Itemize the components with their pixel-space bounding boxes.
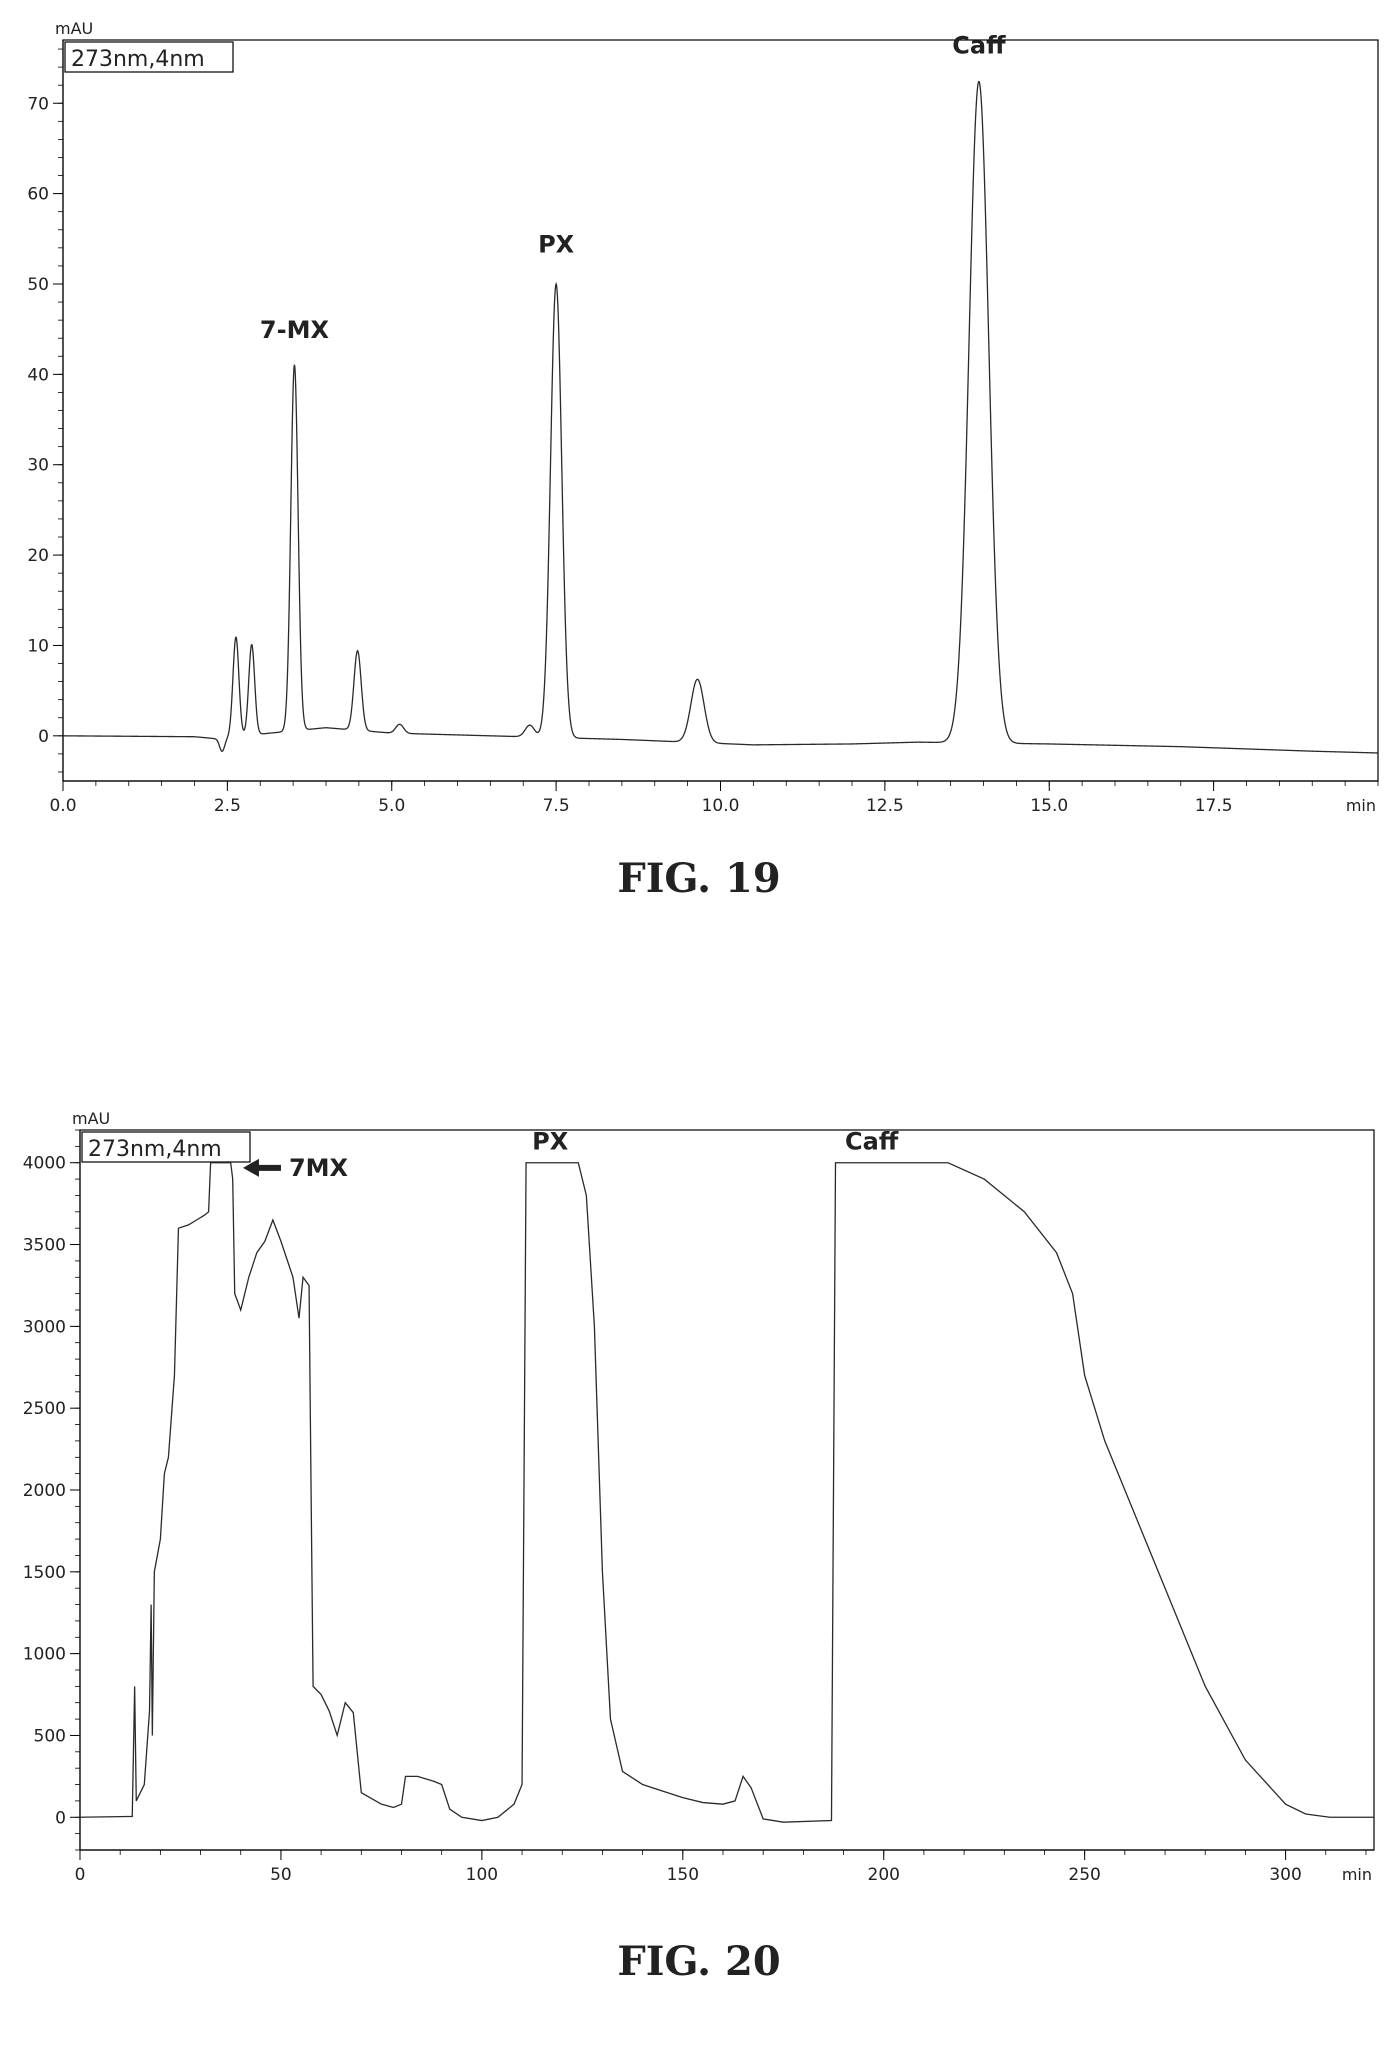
y-tick-label: 0 [55,1808,66,1828]
y-tick-label: 3500 [23,1236,66,1256]
x-tick-label: 100 [466,1865,498,1885]
y-tick-label: 4000 [23,1154,66,1174]
chromatogram-fig20: 0 50 100 150 200 250 3000500100015002000250030… [23,1109,1375,1885]
peak-label: 7MX [289,1154,349,1182]
wavelength-label: 273nm,4nm [71,47,205,72]
peak-label: PX [538,230,575,258]
y-axis-label: mAU [55,19,93,38]
y-tick-label: 1000 [23,1645,66,1665]
wavelength-label: 273nm,4nm [88,1137,222,1162]
x-tick-label: 2.5 [214,796,241,816]
x-tick-label: 150 [667,1865,699,1885]
signal-trace [79,1162,1374,1823]
x-tick-label: 7.5 [543,796,570,816]
plot-frame [62,39,1379,782]
signal-trace [63,81,1379,754]
y-tick-label: 2000 [23,1481,66,1501]
figure-caption: FIG. 19 [617,855,781,902]
peak-label: Caff [845,1128,899,1156]
peak-label: PX [532,1128,569,1156]
x-tick-label: 300 [1269,1865,1301,1885]
x-tick-label: 17.5 [1195,796,1233,816]
y-tick-label: 50 [27,275,49,295]
left-arrow-icon [242,1158,281,1177]
y-tick-label: 20 [27,546,49,566]
x-axis-label: min [1342,1865,1372,1884]
x-tick-label: 250 [1068,1865,1100,1885]
peak-label: 7-MX [260,316,330,344]
x-tick-label: 12.5 [866,796,904,816]
y-tick-label: 2500 [23,1399,66,1419]
figure-20: 0 50 100 150 200 250 300 0 500 1000 1500 2000 2500 30… [0,1100,1398,2005]
x-tick-label: 200 [868,1865,900,1885]
y-axis-label: mAU [72,1109,110,1128]
peak-label: Caff [952,32,1006,60]
y-tick-label: 40 [27,365,49,385]
x-tick-label: 0.0 [49,796,76,816]
y-tick-label: 70 [27,94,49,114]
y-tick-label: 10 [27,636,49,656]
plot-frame [79,1129,1375,1851]
y-tick-label: 3000 [23,1317,66,1337]
y-tick-label: 60 [27,185,49,205]
chromatogram-fig19: 0.0 2.5 5.0 7.5 10.0 12.5 15.0 17.5 0 10 20 30 40 50 6… [27,19,1379,816]
wavelength-box [64,41,234,73]
wavelength-box [81,1131,251,1163]
x-tick-label: 10.0 [702,796,740,816]
x-tick-label: 15.0 [1030,796,1068,816]
y-tick-label: 500 [34,1726,66,1746]
figure-caption: FIG. 20 [617,1938,781,1985]
y-tick-label: 0 [38,727,49,747]
y-tick-label: 30 [27,456,49,476]
x-tick-label: 5.0 [378,796,405,816]
y-tick-label: 1500 [23,1563,66,1583]
x-tick-label: 50 [270,1865,292,1885]
x-axis-label: min [1346,796,1376,815]
x-tick-label: 0 [75,1865,86,1885]
figure-19: 0.0 2.5 5.0 7.5 10.0 12.5 15.0 17.5 0 10 20 30 40 50 6… [0,0,1398,902]
